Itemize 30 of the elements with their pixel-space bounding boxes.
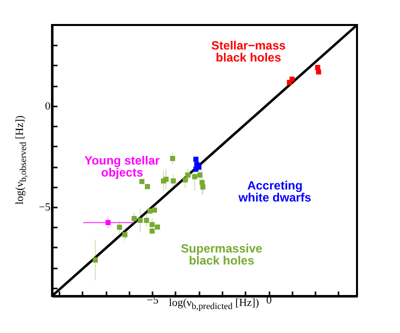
point xyxy=(144,184,150,190)
point xyxy=(150,222,155,228)
point xyxy=(154,224,160,230)
series-label: Stellar−mass black holes xyxy=(211,38,286,64)
point xyxy=(193,166,198,172)
point xyxy=(197,172,202,178)
point xyxy=(138,218,143,223)
point xyxy=(193,156,198,162)
point xyxy=(316,69,322,74)
point xyxy=(182,177,188,182)
text: Accreting white dwarfs xyxy=(238,178,312,204)
point xyxy=(144,218,150,223)
point xyxy=(170,178,176,184)
point xyxy=(164,176,169,182)
point xyxy=(122,232,128,238)
point xyxy=(200,184,206,190)
point xyxy=(152,208,157,213)
point xyxy=(192,174,198,180)
point xyxy=(170,156,176,162)
point xyxy=(289,76,295,82)
point xyxy=(139,178,144,184)
text: Young stellar objects xyxy=(84,154,160,180)
point xyxy=(185,172,191,178)
point xyxy=(92,257,98,263)
text: Supermassive black holes xyxy=(180,241,263,268)
point xyxy=(116,224,122,230)
point xyxy=(150,228,155,234)
x-axis-title: log(ν$_{b,predicted}$ [Hz]) xyxy=(168,297,260,312)
point xyxy=(106,220,111,226)
point xyxy=(132,216,137,222)
